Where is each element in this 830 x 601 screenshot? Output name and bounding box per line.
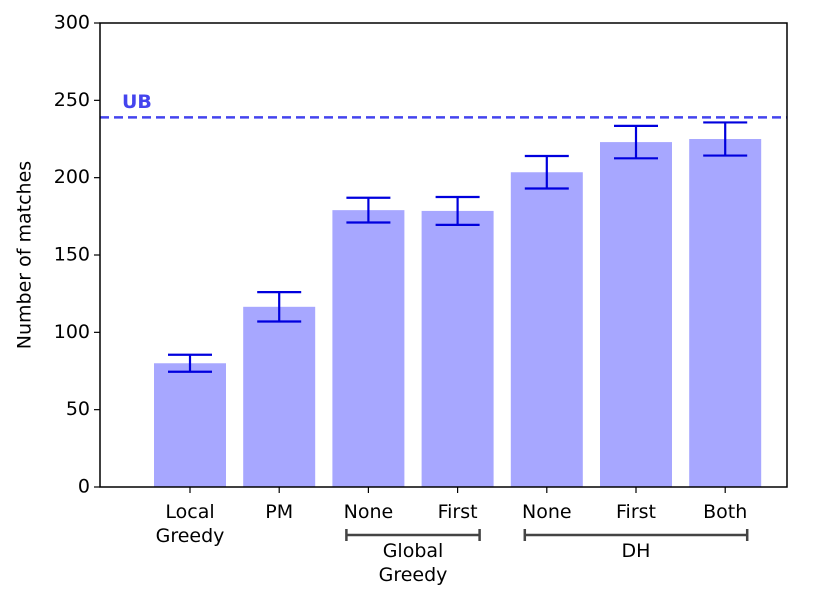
y-tick-label: 50: [66, 398, 90, 420]
y-tick-label: 150: [54, 244, 90, 266]
bar: [332, 210, 405, 487]
error-bar: [257, 291, 302, 323]
x-tick-label: PM: [265, 501, 293, 523]
group-bracket: [523, 529, 749, 541]
bar: [421, 210, 494, 488]
error-bar: [703, 121, 748, 157]
y-tick-label: 200: [54, 166, 90, 188]
bar: [689, 139, 762, 487]
x-tick-label: Both: [703, 501, 747, 523]
group-label: Global Greedy: [379, 540, 448, 586]
y-tick-label: 100: [54, 321, 90, 343]
bar: [510, 172, 583, 487]
x-tick-label: First: [438, 501, 478, 523]
group-label: DH: [622, 540, 651, 562]
bar: [600, 142, 672, 488]
bar: [243, 306, 316, 487]
error-bar: [435, 195, 480, 226]
plot-frame: [99, 22, 788, 488]
y-axis-label: Number of matches: [14, 161, 36, 349]
x-tick-label: Local Greedy: [156, 501, 225, 547]
y-tick-label: 300: [54, 12, 90, 34]
error-bar: [614, 124, 658, 160]
x-tick-label: None: [344, 501, 394, 523]
y-tick-label: 0: [78, 476, 90, 498]
bar: [154, 363, 226, 487]
error-bar: [524, 154, 569, 190]
error-bar: [346, 196, 391, 224]
x-tick-label: First: [616, 501, 656, 523]
reference-label: UB: [122, 91, 152, 113]
x-tick-label: None: [522, 501, 572, 523]
y-tick-label: 250: [54, 89, 90, 111]
error-bar: [168, 353, 212, 373]
group-bracket: [345, 529, 481, 541]
